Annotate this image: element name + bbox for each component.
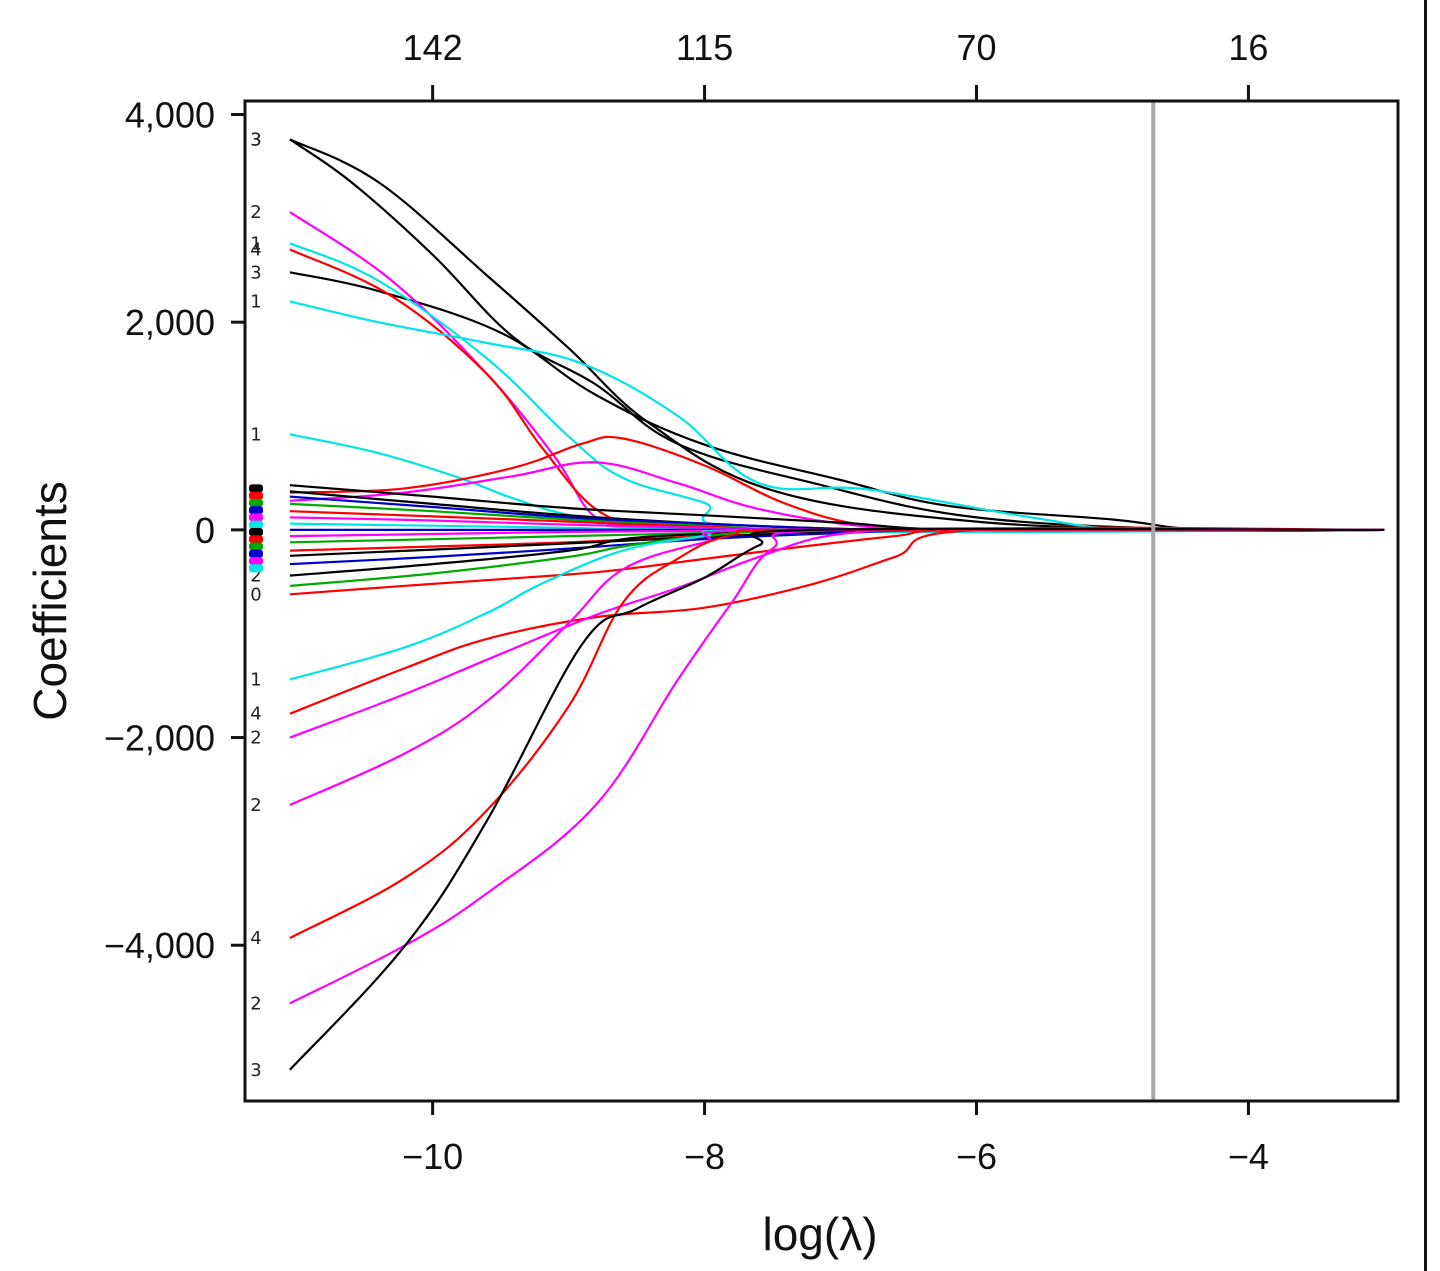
overlapping-label-marker [249, 542, 263, 551]
coefficient-path-label: 2 [250, 728, 261, 749]
coefficient-path-label: 2 [250, 795, 261, 816]
coefficient-path-line [289, 527, 1385, 1005]
coefficient-path-label: 4 [250, 239, 261, 260]
x-axis-ticks: −10 −8 −6 −4 [402, 1101, 1269, 1177]
coefficient-path-line [289, 211, 1385, 532]
coefficient-path-label: 4 [250, 928, 261, 949]
coefficient-path-label: 4 [250, 704, 261, 725]
coefficient-path-label: 3 [250, 262, 261, 283]
top-tick-label: 70 [956, 27, 996, 68]
x-tick-label: −8 [684, 1136, 725, 1177]
coefficient-path-line [289, 528, 1385, 681]
coefficient-path-line [289, 528, 1385, 739]
y-tick-label: −4,000 [104, 925, 215, 966]
x-tick-label: −4 [1228, 1136, 1269, 1177]
overlapping-label-marker [249, 557, 263, 566]
y-tick-label: 2,000 [125, 302, 215, 343]
y-axis-title: Coefficients [24, 481, 76, 721]
coefficient-path-line [289, 527, 1385, 1071]
coefficient-path-label: 1 [250, 669, 261, 690]
coefficient-path-label: 3 [250, 1060, 261, 1081]
coefficient-path-label: 3 [250, 129, 261, 150]
overlapping-label-marker [249, 513, 263, 522]
coefficient-path-label: 2 [250, 993, 261, 1014]
coefficient-path-label: 2 [250, 202, 261, 223]
coefficient-path-line [289, 300, 1385, 532]
overlapping-label-marker [249, 520, 263, 529]
series-lines [289, 138, 1385, 1071]
coefficient-path-label: 2 [250, 566, 261, 587]
page-edge-rule [1424, 0, 1427, 1271]
y-tick-label: 4,000 [125, 94, 215, 135]
y-tick-label: 0 [195, 510, 215, 551]
overlapping-label-marker [249, 484, 263, 493]
overlapping-label-marker [249, 527, 263, 536]
top-tick-label: 142 [403, 27, 463, 68]
coefficient-path-line [289, 138, 1385, 532]
x-axis-title: log(λ) [762, 1208, 877, 1260]
overlapping-label-marker [249, 498, 263, 507]
y-axis-ticks: 4,000 2,000 0 −2,000 −4,000 [104, 94, 245, 966]
coefficient-path-line [289, 528, 1385, 577]
overlapping-label-marker [249, 549, 263, 558]
top-axis-ticks: 142 115 70 16 [403, 27, 1268, 101]
top-tick-label: 115 [676, 27, 733, 68]
plot-frame [243, 99, 1400, 1103]
y-tick-label: −2,000 [104, 718, 215, 759]
coefficient-path-label: 1 [250, 424, 261, 445]
coefficient-path-line [289, 271, 1385, 532]
top-tick-label: 16 [1228, 27, 1268, 68]
coefficient-path-line [289, 138, 1385, 532]
coefficient-path-label: 1 [250, 233, 261, 254]
coefficient-path-label: 0 [250, 584, 261, 605]
overlapping-label-marker [249, 564, 263, 573]
overlapping-label-marker [249, 491, 263, 500]
x-tick-label: −6 [956, 1136, 997, 1177]
coefficient-path-label: 1 [250, 291, 261, 312]
x-tick-label: −10 [402, 1136, 463, 1177]
coefficient-path-label: 3 [250, 129, 261, 150]
overlapping-label-marker [249, 535, 263, 544]
overlapping-label-marker [249, 506, 263, 515]
